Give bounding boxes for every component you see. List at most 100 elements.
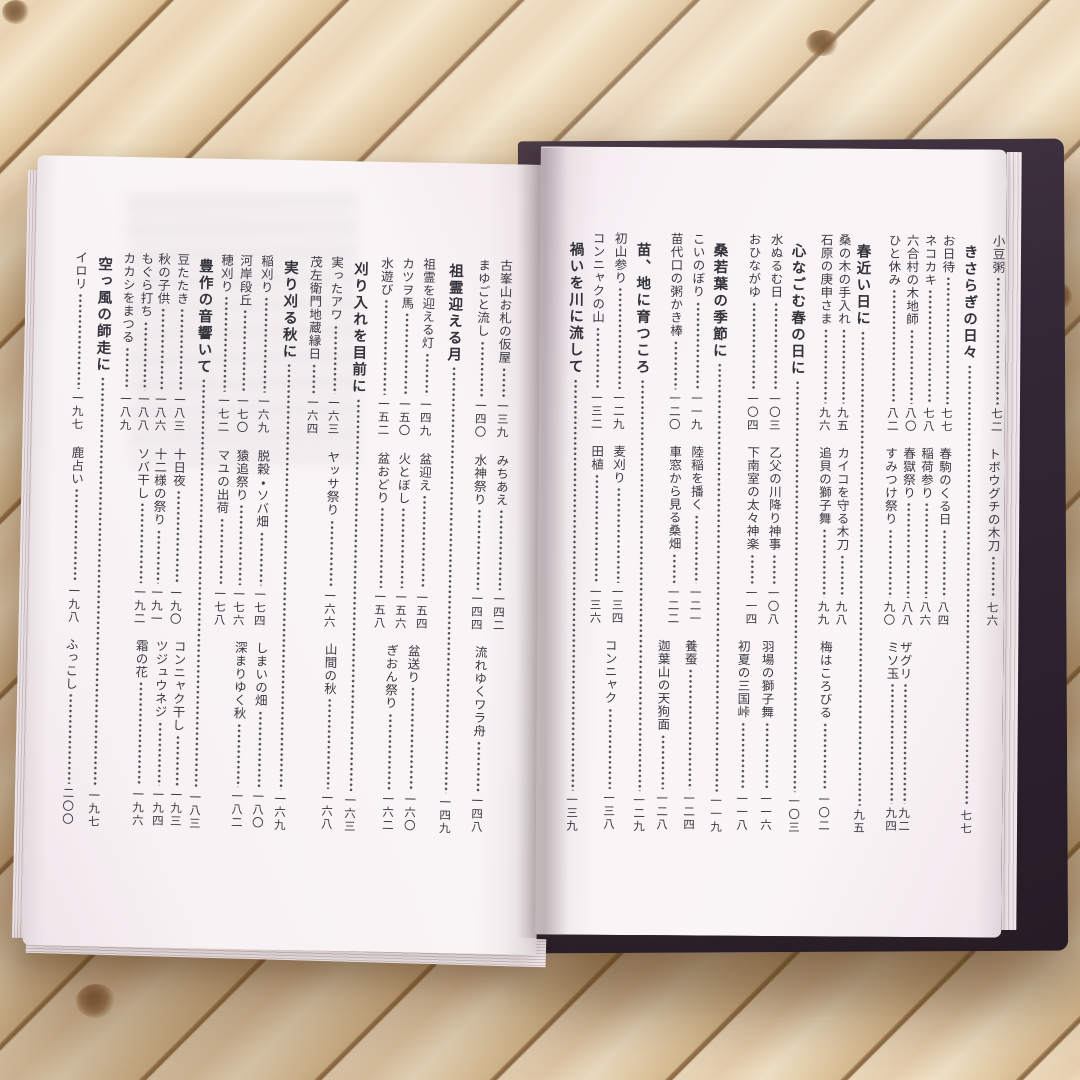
dotted-leader bbox=[909, 328, 913, 404]
page-number: 一五六 bbox=[393, 591, 407, 631]
page-number: 一九七 bbox=[86, 789, 100, 829]
section-title: 桑若葉の季節に bbox=[710, 242, 728, 360]
toc-entry: ツジュウネジ 一九四 bbox=[149, 639, 171, 827]
page-number: 一五八 bbox=[372, 590, 386, 630]
page-number: 一〇八 bbox=[766, 586, 779, 627]
entry-title: ネコカキ bbox=[922, 234, 937, 287]
dotted-leader bbox=[403, 312, 409, 396]
entry-title: 陸稲を播く bbox=[688, 445, 704, 512]
toc-entry: 初夏の三国峠 一一八 bbox=[733, 640, 752, 832]
toc-section-header: きさらぎの日々 七七 bbox=[957, 244, 979, 835]
toc-entry: 鹿占い 一九八 bbox=[65, 446, 86, 624]
entry-title: しまいの畑 bbox=[252, 641, 268, 708]
page-number: 一二二 bbox=[666, 586, 679, 626]
dotted-leader bbox=[348, 397, 360, 792]
dotted-leader bbox=[262, 296, 268, 393]
dotted-leader bbox=[93, 376, 104, 787]
dotted-leader bbox=[607, 707, 612, 789]
dotted-leader bbox=[326, 698, 331, 789]
toc-entry: 麦刈り 一三四 bbox=[608, 445, 627, 625]
section-title: きさらぎの日々 bbox=[960, 244, 978, 362]
entry-title: 車窓から見る桑畑 bbox=[666, 445, 682, 551]
toc-entry: 盆おどり 一五八 bbox=[371, 452, 392, 630]
toc-section-header: 苗、地に育つころ 一二九 bbox=[630, 242, 652, 833]
page-number: 一七六 bbox=[231, 587, 245, 628]
toc-entry: ぎおん祭り 一六二 bbox=[379, 644, 401, 832]
page-number: 一一九 bbox=[708, 794, 722, 834]
dotted-leader bbox=[72, 488, 78, 582]
toc-entry: カツヲ馬 一五〇 bbox=[395, 257, 416, 437]
entry-title: 河岸段丘 bbox=[237, 254, 253, 307]
dotted-leader bbox=[311, 363, 316, 394]
entry-title: カイコを守る木刀 bbox=[834, 446, 850, 552]
page-number: 一五〇 bbox=[397, 398, 411, 438]
toc-entry: 十日夜 一九〇 bbox=[167, 448, 188, 626]
toc-entry: ひと休み 八二 bbox=[884, 234, 903, 433]
toc-entry: ソバ干し 一九二 bbox=[131, 447, 152, 625]
page-number: 一六三 bbox=[326, 396, 340, 436]
page-number: 一九二 bbox=[132, 586, 146, 626]
toc-entry: 羽場の獅子舞 一一六 bbox=[757, 640, 776, 832]
entry-title: 穂刈り bbox=[218, 253, 234, 294]
toc-entry: 車窓から見る桑畑一二二 bbox=[664, 445, 683, 625]
dotted-leader bbox=[616, 487, 620, 583]
page-number: 一八〇 bbox=[250, 790, 264, 830]
dotted-leader bbox=[772, 553, 776, 585]
page-number: 九四 bbox=[883, 806, 897, 833]
toc-entry: 火とぼし 一五六 bbox=[392, 452, 413, 630]
dotted-leader bbox=[387, 712, 392, 791]
left-page: 古峯山お札の仮屋 一三九 まゆごと流し 一四〇 みちあえ 一四二 水神祭り 一四四 流れゆくワラ… bbox=[22, 155, 552, 955]
dotted-leader bbox=[475, 740, 480, 792]
toc-entry: 石原の庚申さま 九六 bbox=[816, 233, 835, 432]
page-number: 一六六 bbox=[322, 589, 336, 629]
toc-entry: ネコカキ 七八 bbox=[920, 234, 939, 433]
dotted-leader bbox=[637, 378, 644, 792]
section-title: 空っ風の師走に bbox=[93, 256, 113, 374]
page-number: 一九一 bbox=[149, 586, 163, 626]
dotted-leader bbox=[424, 352, 429, 396]
entry-title: もぐら打ち bbox=[138, 252, 154, 318]
entry-title: すみつけ祭り bbox=[882, 446, 898, 526]
page-number: 一九三 bbox=[168, 788, 182, 829]
toc-entry: 養蚕 一二四 bbox=[680, 639, 699, 831]
dotted-leader bbox=[137, 681, 143, 786]
page-number: 一四〇 bbox=[473, 399, 487, 439]
page-number: 八八 bbox=[900, 600, 913, 627]
entry-title: 流れゆくワラ舟 bbox=[471, 645, 487, 738]
dotted-leader bbox=[924, 502, 928, 599]
toc-entry: しまいの畑 一八〇 bbox=[249, 641, 271, 829]
dotted-leader bbox=[443, 366, 456, 794]
page-number: 一七八 bbox=[212, 587, 226, 627]
page-number: 一五二 bbox=[376, 397, 390, 437]
dotted-leader bbox=[822, 527, 826, 598]
wood-knot bbox=[2, 0, 30, 24]
toc-section-header: 心なごむ春の日に 一〇三 bbox=[785, 243, 807, 834]
dotted-leader bbox=[840, 554, 844, 598]
section-title: 苗、地に育つころ bbox=[633, 242, 651, 376]
page-number: 一九七 bbox=[70, 391, 84, 432]
toc-entry: トボウグチの木刀 七六 bbox=[983, 447, 1002, 627]
dotted-leader bbox=[178, 308, 184, 391]
page-number: 八六 bbox=[918, 601, 931, 628]
toc-entry: 実ったアワ 一六三 bbox=[324, 256, 345, 436]
toc-entry: こいのぼり 一一九 bbox=[688, 232, 707, 431]
entry-title: 追貝の獅子舞 bbox=[816, 446, 832, 526]
section-title: 祖霊迎える月 bbox=[445, 263, 464, 364]
toc-entry: 迦葉山の天狗面 一二八 bbox=[653, 639, 672, 831]
page-number: 一〇三 bbox=[786, 795, 800, 835]
toc-entry: 脱穀・ソバ畑 一七四 bbox=[251, 449, 272, 627]
page-number: 一二〇 bbox=[667, 392, 681, 432]
page-number: 一八三 bbox=[187, 791, 201, 831]
page-number: 一二八 bbox=[654, 792, 668, 832]
page-number: 七七 bbox=[939, 407, 952, 434]
page-number: 一四八 bbox=[469, 794, 483, 834]
section-title: 実り刈る秋に bbox=[280, 259, 299, 361]
entry-title: 春獄祭り bbox=[900, 446, 916, 500]
entry-title: コンニャク干し bbox=[170, 639, 186, 732]
toc-section-header: 空っ風の師走に一九七 bbox=[85, 256, 114, 828]
page-number: 一二四 bbox=[681, 792, 695, 832]
dotted-leader bbox=[241, 309, 247, 393]
dotted-leader bbox=[750, 553, 754, 584]
page-number: 一八二 bbox=[229, 789, 243, 830]
toc-section-header: 桑若葉の季節に一一九 bbox=[707, 243, 729, 834]
